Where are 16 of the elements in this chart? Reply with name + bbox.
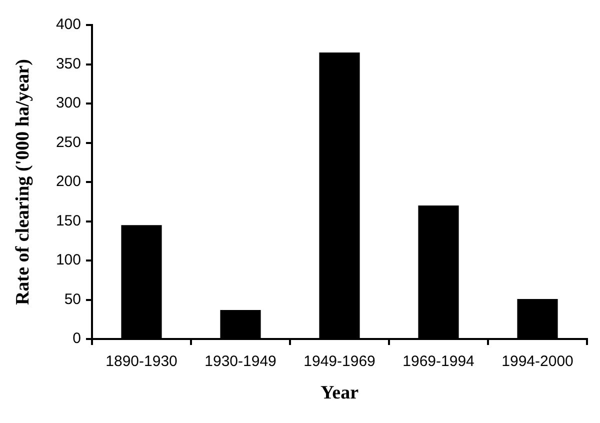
y-tick-label: 300 — [56, 94, 81, 112]
y-tick-label: 350 — [56, 55, 81, 72]
y-tick-label: 150 — [56, 212, 81, 230]
x-tick-label: 1949-1969 — [304, 353, 376, 370]
x-tick-label: 1890-1930 — [106, 353, 178, 370]
y-axis-title: Rate of clearing ('000 ha/year) — [12, 59, 34, 305]
x-axis-title: Year — [320, 382, 360, 404]
x-tick-label: 1994-2000 — [502, 353, 574, 370]
y-tick-label: 400 — [56, 16, 81, 34]
x-tick-label: 1930-1949 — [204, 353, 276, 370]
y-tick-label: 50 — [64, 290, 81, 308]
y-tick-label: 200 — [56, 173, 81, 190]
y-tick-label: 0 — [72, 330, 81, 348]
y-tick-label: 100 — [56, 252, 81, 269]
x-tick-label: 1969-1994 — [402, 353, 474, 370]
y-tick-label: 250 — [56, 134, 81, 151]
